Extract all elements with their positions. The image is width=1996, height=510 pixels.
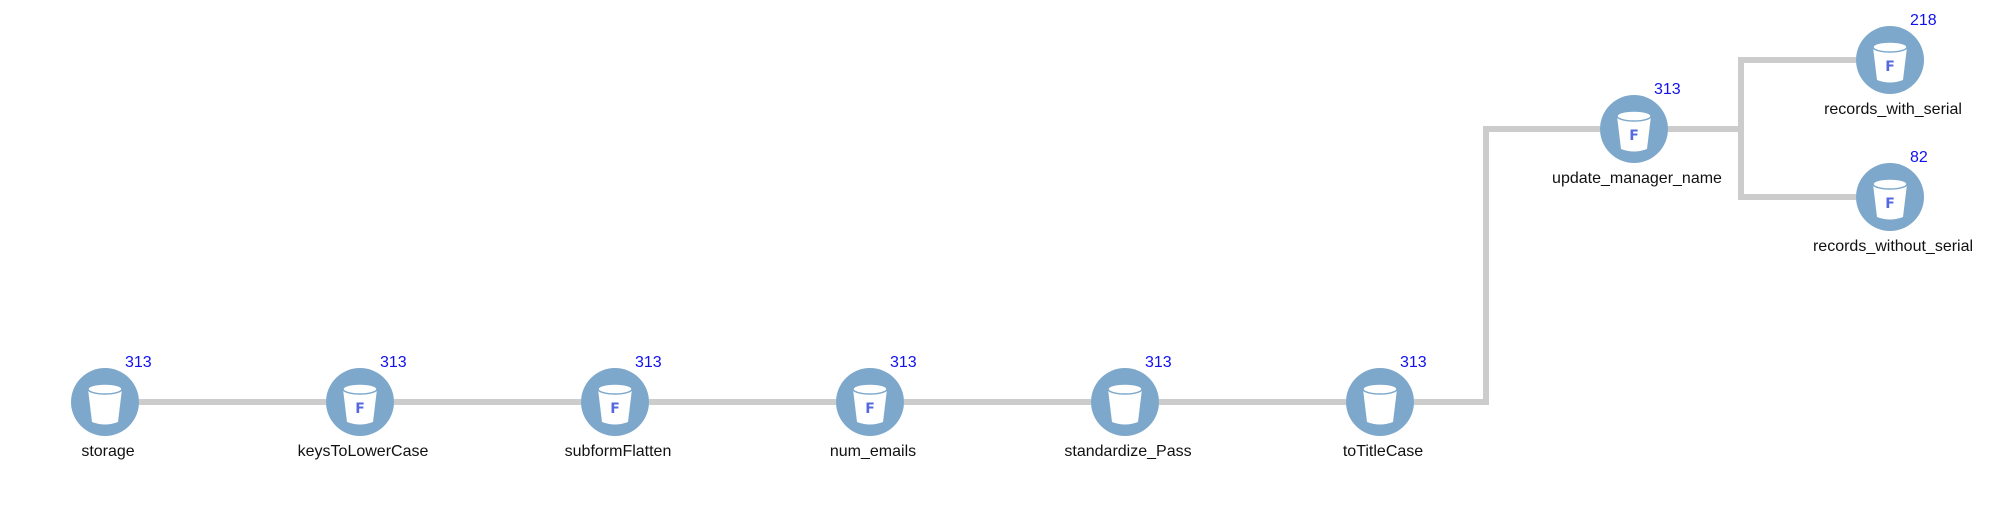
node-label: toTitleCase (1343, 443, 1423, 460)
function-bucket-icon (597, 383, 633, 425)
node-record-count: 313 (635, 354, 662, 371)
node-records_without_serial[interactable]: F 82 records_without_serial (1813, 149, 1973, 255)
node-type-letter: F (355, 401, 365, 417)
bucket-icon (1362, 383, 1398, 425)
node-subformFlatten[interactable]: F 313 subformFlatten (565, 354, 672, 460)
node-label: records_with_serial (1824, 101, 1962, 118)
node-type-letter: F (610, 401, 620, 417)
node-storage[interactable]: 313 storage (71, 354, 152, 460)
node-toTitleCase[interactable]: 313 toTitleCase (1343, 354, 1427, 460)
node-label: standardize_Pass (1064, 443, 1191, 460)
node-record-count: 313 (1654, 81, 1681, 98)
function-bucket-icon (1872, 178, 1908, 220)
node-label: records_without_serial (1813, 238, 1973, 255)
node-label: update_manager_name (1552, 170, 1722, 187)
edges-layer (139, 57, 1856, 405)
node-record-count: 82 (1910, 149, 1928, 166)
bucket-icon (1107, 383, 1143, 425)
node-record-count: 313 (890, 354, 917, 371)
node-record-count: 313 (1145, 354, 1172, 371)
edge-toTitleCase-to-update_manager_name (1414, 126, 1600, 405)
bucket-icon (87, 383, 123, 425)
node-standardize_Pass[interactable]: 313 standardize_Pass (1064, 354, 1191, 460)
function-bucket-icon (852, 383, 888, 425)
node-keysToLowerCase[interactable]: F 313 keysToLowerCase (298, 354, 429, 460)
node-type-letter: F (1885, 59, 1895, 75)
edge-update_manager_name-to-records_with_serial (1668, 57, 1856, 132)
node-records_with_serial[interactable]: F 218 records_with_serial (1824, 12, 1962, 118)
node-num_emails[interactable]: F 313 num_emails (830, 354, 917, 460)
node-record-count: 313 (380, 354, 407, 371)
node-update_manager_name[interactable]: F 313 update_manager_name (1552, 81, 1722, 187)
function-bucket-icon (342, 383, 378, 425)
node-label: keysToLowerCase (298, 443, 429, 460)
nodes-layer: 313 storage F 313 keysToLowerCase F 313 subform… (71, 12, 1973, 460)
edge-update_manager_name-to-records_without_serial (1668, 126, 1856, 200)
node-record-count: 313 (125, 354, 152, 371)
node-type-letter: F (1629, 128, 1639, 144)
function-bucket-icon (1872, 41, 1908, 83)
node-type-letter: F (865, 401, 875, 417)
node-label: storage (81, 443, 134, 460)
node-label: num_emails (830, 443, 916, 460)
function-bucket-icon (1616, 110, 1652, 152)
node-record-count: 218 (1910, 12, 1937, 29)
node-type-letter: F (1885, 196, 1895, 212)
node-label: subformFlatten (565, 443, 672, 460)
node-record-count: 313 (1400, 354, 1427, 371)
